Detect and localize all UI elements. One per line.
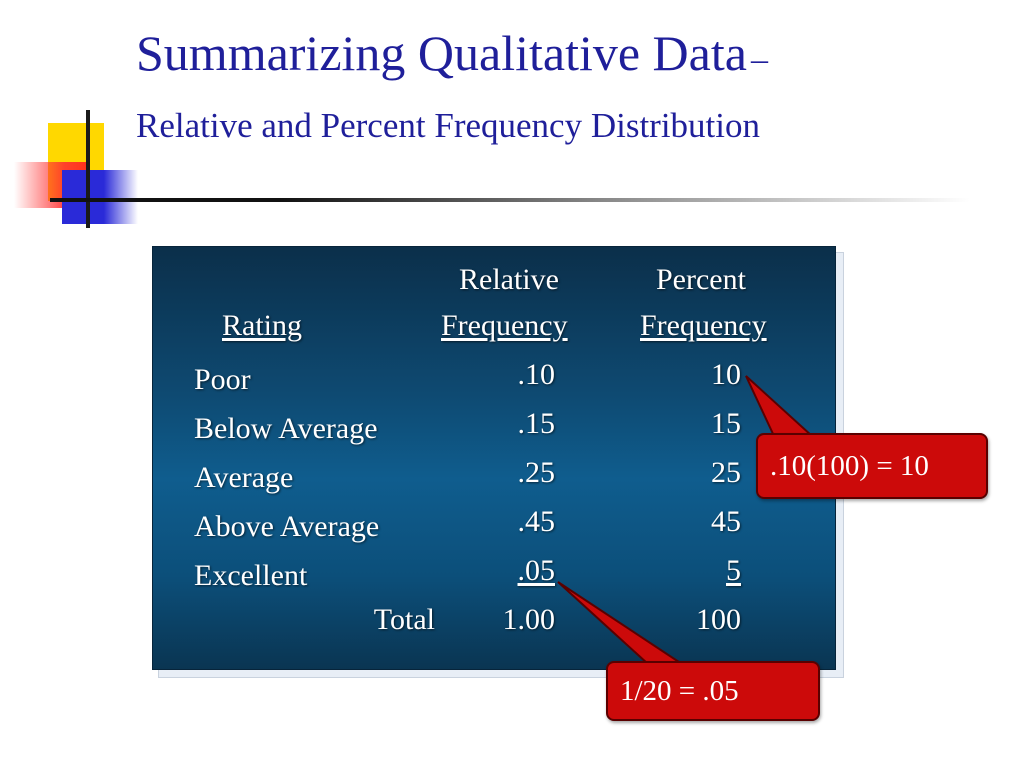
percent-callout-text: .10(100) = 10 xyxy=(770,449,929,482)
row-relative: .15 xyxy=(517,407,556,440)
logo-vertical-line xyxy=(86,110,90,228)
header-percent-top: Percent xyxy=(656,263,746,296)
total-relative: 1.00 xyxy=(502,603,556,636)
row-relative: .10 xyxy=(517,358,556,391)
percent-callout-pointer xyxy=(745,375,815,437)
row-percent: 5 xyxy=(726,554,741,587)
row-relative: .25 xyxy=(517,456,556,489)
row-percent: 10 xyxy=(711,358,741,391)
logo-blue-block xyxy=(62,170,138,224)
header-rating: Rating xyxy=(222,309,302,342)
row-percent: 25 xyxy=(711,456,741,489)
row-rating: Poor xyxy=(194,363,251,396)
total-percent: 100 xyxy=(696,603,741,636)
row-percent: 15 xyxy=(711,407,741,440)
percent-callout: .10(100) = 10 xyxy=(756,433,988,499)
header-percent-bottom: Frequency xyxy=(640,309,767,342)
relative-callout: 1/20 = .05 xyxy=(606,661,820,721)
row-relative: .45 xyxy=(517,505,556,538)
row-relative: .05 xyxy=(517,554,556,587)
row-rating: Below Average xyxy=(194,412,378,445)
total-label: Total xyxy=(373,603,435,636)
frequency-table-panel: Relative Percent Rating Frequency Freque… xyxy=(152,246,836,670)
relative-callout-pointer xyxy=(557,581,686,665)
header-relative-top: Relative xyxy=(459,263,559,296)
row-rating: Average xyxy=(194,461,294,494)
row-rating: Excellent xyxy=(194,559,308,592)
title-divider xyxy=(50,198,970,202)
row-percent: 45 xyxy=(711,505,741,538)
slide-subtitle: Relative and Percent Frequency Distribut… xyxy=(136,106,761,145)
title-dash: – xyxy=(750,41,768,78)
relative-callout-text: 1/20 = .05 xyxy=(620,674,739,707)
title-main: Summarizing Qualitative Data xyxy=(136,25,747,81)
row-rating: Above Average xyxy=(194,510,380,543)
header-relative-bottom: Frequency xyxy=(441,309,568,342)
slide-title: Summarizing Qualitative Data – xyxy=(136,28,768,78)
